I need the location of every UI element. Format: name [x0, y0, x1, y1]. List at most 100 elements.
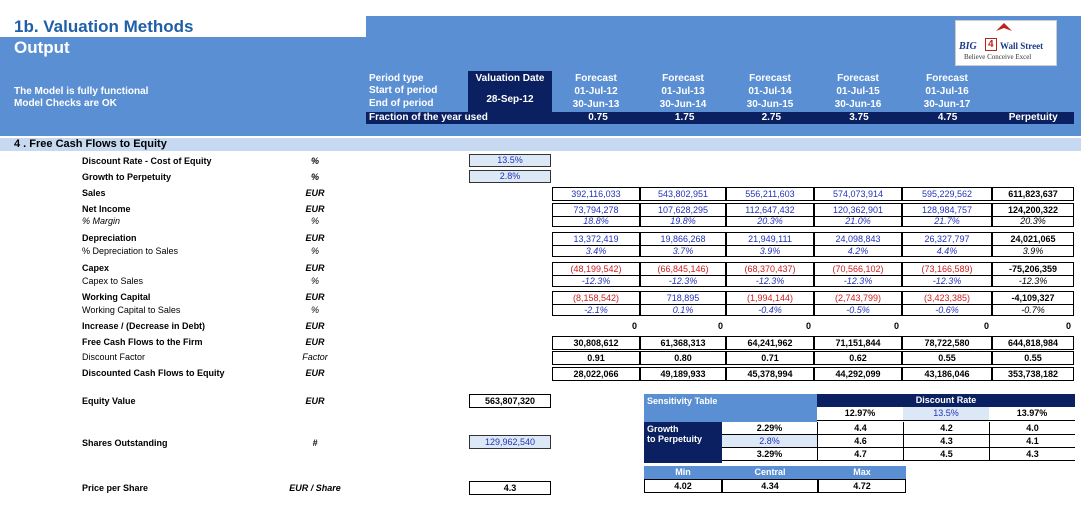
- valuation-date: 28-Sep-12: [486, 94, 534, 105]
- dr-1: 12.97%: [844, 408, 876, 418]
- forecast-col-3: Forecast 01-Jul-14 30-Jun-15: [726, 72, 814, 112]
- forecast-col-5: Forecast 01-Jul-16 30-Jun-17: [902, 72, 992, 112]
- col-end: 30-Jun-17: [923, 99, 971, 110]
- row-value: 4.4%: [902, 245, 992, 257]
- row-unit: Factor: [302, 352, 328, 362]
- growth-input[interactable]: 2.8%: [469, 170, 551, 183]
- growth-rate: 2.29%: [722, 422, 817, 435]
- row-value: (3,423,385): [902, 291, 992, 305]
- row-value: -0.4%: [726, 304, 814, 316]
- col-start: 01-Jul-16: [925, 86, 969, 97]
- row-value: (66,845,146): [640, 262, 726, 276]
- row-value: -12.3%: [640, 275, 726, 287]
- col-start: 01-Jul-13: [661, 86, 705, 97]
- row-value: 18.8%: [552, 215, 640, 227]
- min-label: Min: [644, 466, 722, 479]
- equity-value: 563,807,320: [469, 394, 551, 408]
- row-value: -12.3%: [814, 275, 902, 287]
- row-label: Discounted Cash Flows to Equity: [82, 368, 225, 378]
- row-value: 3.4%: [552, 245, 640, 257]
- row-value: 112,647,432: [726, 203, 814, 217]
- discount-rates-row: 12.97% 13.5% 13.97%: [817, 407, 1075, 421]
- header-band: [0, 37, 366, 136]
- row-value: 0: [983, 321, 989, 331]
- row-value: 21.7%: [902, 215, 992, 227]
- row-value: 595,229,562: [902, 187, 992, 201]
- row-value: 718,895: [640, 291, 726, 305]
- row-value: 3.9%: [992, 245, 1074, 257]
- section-bar: 4 . Free Cash Flows to Equity: [0, 138, 1081, 151]
- row-label: Sales: [82, 188, 106, 198]
- row-value: 0.55: [992, 351, 1074, 365]
- eagle-icon: [996, 23, 1012, 31]
- sensitivity-cell: 4.7: [817, 448, 903, 461]
- row-value: 0.62: [814, 351, 902, 365]
- row-value: (70,566,102): [814, 262, 902, 276]
- row-value: 64,241,962: [726, 336, 814, 350]
- growth-header-l2: to Perpetuity: [647, 434, 703, 444]
- logo-wallstreet: Wall Street: [1000, 41, 1044, 51]
- row-value: 28,022,066: [552, 367, 640, 381]
- row-value: 0: [893, 321, 899, 331]
- forecast-col-2: Forecast 01-Jul-13 30-Jun-14: [640, 72, 726, 112]
- row-value: 0: [1065, 321, 1071, 331]
- row-label: % Depreciation to Sales: [82, 246, 179, 256]
- sensitivity-row: 3.29% 4.7 4.5 4.3: [722, 448, 1075, 461]
- row-value: 0: [805, 321, 811, 331]
- equity-value-unit: EUR: [305, 396, 325, 406]
- row-value: 20.3%: [726, 215, 814, 227]
- col-start: 01-Jul-15: [836, 86, 880, 97]
- start-period-label: Start of period: [369, 85, 438, 96]
- price-label: Price per Share: [82, 483, 149, 493]
- row-label: Discount Factor: [82, 352, 146, 362]
- row-value: 0.91: [552, 351, 640, 365]
- discount-rate-label: Discount Rate - Cost of Equity: [82, 156, 212, 166]
- row-value: 556,211,603: [726, 187, 814, 201]
- row-value: 611,823,637: [992, 187, 1074, 201]
- row-unit: %: [310, 246, 319, 256]
- row-value: 49,189,933: [640, 367, 726, 381]
- col-end: 30-Jun-16: [834, 99, 882, 110]
- col-type: Forecast: [837, 73, 879, 84]
- sensitivity-cell: 4.3: [989, 448, 1075, 461]
- sensitivity-cell: 4.6: [817, 435, 903, 448]
- fraction-1: 0.75: [588, 112, 608, 123]
- growth-label: Growth to Perpetuity: [82, 172, 172, 182]
- forecast-col-4: Forecast 01-Jul-15 30-Jun-16: [814, 72, 902, 112]
- row-value: 392,116,033: [552, 187, 640, 201]
- row-value: 21.0%: [814, 215, 902, 227]
- row-value: (68,370,437): [726, 262, 814, 276]
- row-label: Working Capital to Sales: [82, 305, 181, 315]
- row-value: 120,362,901: [814, 203, 902, 217]
- row-value: 0: [631, 321, 637, 331]
- row-value: 0.80: [640, 351, 726, 365]
- row-unit: EUR: [305, 337, 325, 347]
- row-unit: EUR: [305, 368, 325, 378]
- dr-2: 13.5%: [903, 407, 989, 420]
- discount-rate-header: Discount Rate: [817, 394, 1075, 407]
- col-end: 30-Jun-13: [572, 99, 620, 110]
- status-functional: The Model is fully functional: [14, 86, 149, 97]
- sensitivity-row: 2.8% 4.6 4.3 4.1: [722, 435, 1075, 448]
- fraction-row: Fraction of the year used 0.75 1.75 2.75…: [366, 112, 1074, 124]
- page-subtitle: Output: [14, 38, 70, 57]
- row-unit: EUR: [305, 263, 325, 273]
- fraction-2: 1.75: [674, 112, 695, 123]
- col-start: 01-Jul-12: [574, 86, 618, 97]
- growth-header: Growth to Perpetuity: [644, 422, 722, 463]
- row-value: 543,802,951: [640, 187, 726, 201]
- dr-3: 13.97%: [1016, 408, 1048, 418]
- row-value: 4.2%: [814, 245, 902, 257]
- row-unit: %: [310, 216, 319, 226]
- discount-rate-input[interactable]: 13.5%: [469, 154, 551, 167]
- company-logo: BIG 4 Wall Street Believe Conceive Excel: [955, 20, 1057, 66]
- sensitivity-row: 2.29% 4.4 4.2 4.0: [722, 422, 1075, 435]
- sensitivity-grid: 2.29% 4.4 4.2 4.0 2.8% 4.6 4.3 4.1 3.29% 4.7 4.5 4.…: [722, 422, 1075, 463]
- row-value: 19.8%: [640, 215, 726, 227]
- sensitivity-cell: 4.2: [903, 422, 989, 435]
- shares-input[interactable]: 129,962,540: [469, 435, 551, 449]
- sensitivity-cell: 4.5: [903, 448, 989, 461]
- sensitivity-cell: 4.0: [989, 422, 1075, 435]
- fraction-4: 3.75: [849, 112, 869, 123]
- row-value: 24,021,065: [992, 232, 1074, 246]
